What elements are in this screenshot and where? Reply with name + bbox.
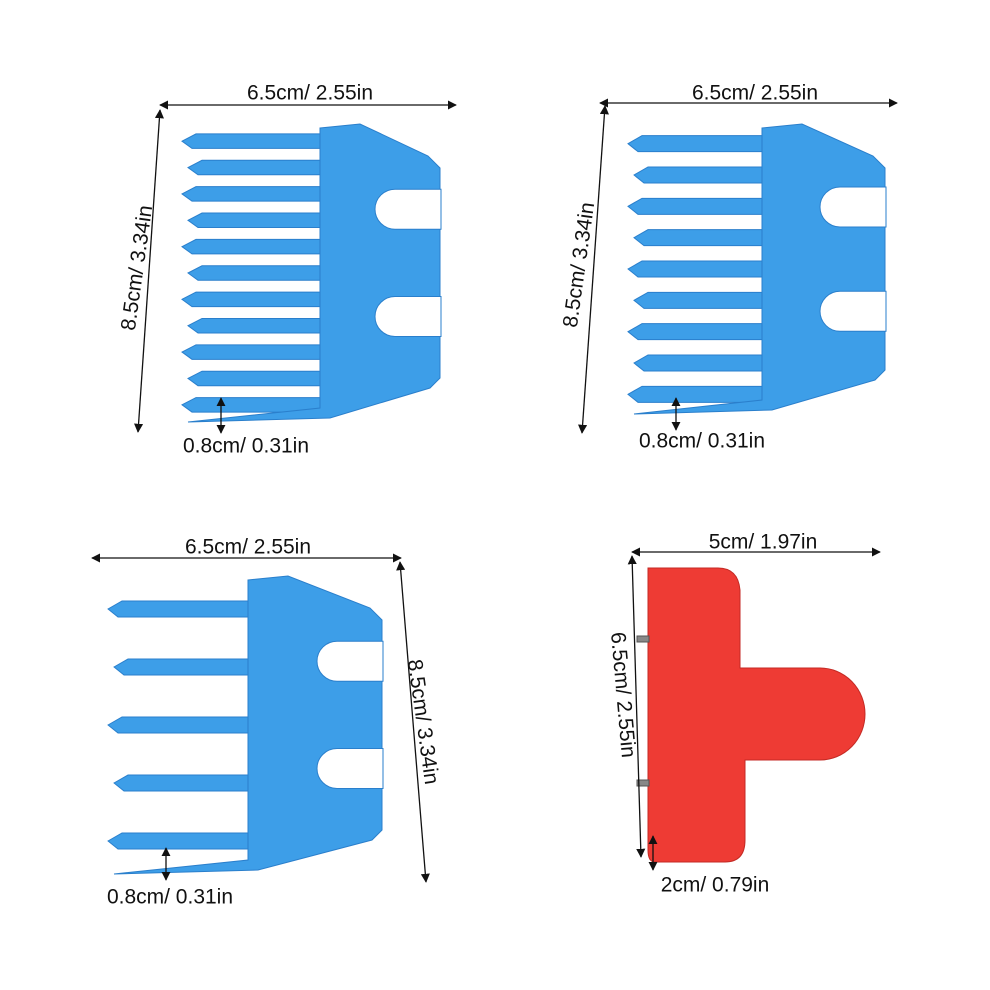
comb-tooth bbox=[187, 370, 331, 387]
comb-tooth bbox=[627, 135, 773, 153]
comb-tooth bbox=[627, 260, 773, 278]
tooth-label: 0.8cm/ 0.31in bbox=[639, 430, 765, 453]
comb-slot bbox=[316, 748, 384, 789]
comb-tooth bbox=[107, 600, 259, 618]
comb-slot bbox=[316, 640, 384, 682]
width-label: 6.5cm/ 2.55in bbox=[692, 82, 818, 105]
guide-pin bbox=[636, 635, 650, 643]
comb-tooth bbox=[627, 323, 773, 341]
width-label: 6.5cm/ 2.55in bbox=[185, 536, 311, 559]
comb-tooth bbox=[107, 832, 259, 850]
comb-tooth bbox=[187, 265, 331, 281]
width-label: 6.5cm/ 2.55in bbox=[247, 82, 373, 105]
comb-tooth bbox=[107, 716, 259, 734]
tooth-label: 0.8cm/ 0.31in bbox=[183, 435, 309, 458]
comb-tooth bbox=[113, 774, 259, 792]
tooth-label: 2cm/ 0.79in bbox=[661, 874, 770, 897]
height-arrow bbox=[578, 105, 609, 434]
comb-slot bbox=[374, 296, 442, 337]
width-label: 5cm/ 1.97in bbox=[709, 531, 818, 554]
height-arrow bbox=[396, 561, 430, 883]
comb-slot bbox=[819, 290, 887, 332]
comb-tooth bbox=[187, 317, 331, 334]
comb-tooth bbox=[627, 197, 773, 215]
comb-tooth bbox=[181, 344, 331, 360]
comb-tooth bbox=[633, 354, 773, 372]
height-arrow bbox=[627, 555, 646, 858]
comb-body bbox=[633, 123, 886, 415]
comb-tooth bbox=[633, 229, 773, 247]
comb-tooth bbox=[181, 186, 331, 202]
comb-tooth bbox=[181, 133, 331, 149]
artwork bbox=[107, 123, 887, 875]
comb-tooth bbox=[187, 212, 331, 229]
comb-tooth bbox=[633, 166, 773, 184]
comb-tooth bbox=[181, 238, 331, 255]
comb-body bbox=[113, 575, 383, 875]
comb-tooth bbox=[187, 159, 331, 176]
comb-tooth bbox=[627, 385, 773, 403]
comb-slot bbox=[819, 186, 887, 228]
comb-slot bbox=[374, 188, 442, 230]
comb-tooth bbox=[113, 658, 259, 676]
tooth-label: 0.8cm/ 0.31in bbox=[107, 886, 233, 909]
comb-tooth bbox=[181, 291, 331, 308]
comb-body bbox=[187, 123, 441, 423]
comb-tooth bbox=[633, 291, 773, 309]
height-arrow bbox=[134, 109, 164, 433]
